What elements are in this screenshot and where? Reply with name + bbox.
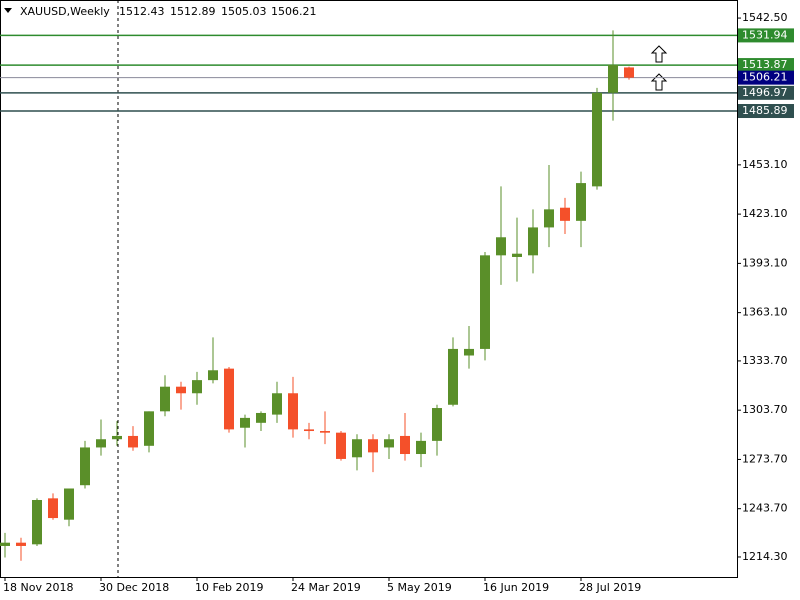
candle-body bbox=[464, 348, 474, 356]
x-tick-label: 30 Dec 2018 bbox=[99, 581, 169, 594]
level-label-bg bbox=[738, 58, 794, 73]
candle-body bbox=[256, 412, 266, 423]
candle-body bbox=[320, 431, 330, 433]
x-tick-label: 16 Jun 2019 bbox=[483, 581, 549, 594]
candle-body bbox=[448, 348, 458, 405]
candle-body bbox=[624, 67, 634, 78]
candle-body bbox=[512, 253, 522, 257]
candle-body bbox=[592, 92, 602, 187]
plot-frame bbox=[0, 0, 738, 578]
candle-body bbox=[160, 386, 170, 412]
candle-body bbox=[384, 439, 394, 448]
x-tick-label: 18 Nov 2018 bbox=[3, 581, 73, 594]
candle-body bbox=[400, 435, 410, 455]
candle-body bbox=[208, 370, 218, 381]
candle-body bbox=[288, 393, 298, 430]
level-label-bg bbox=[738, 85, 794, 100]
ohlc-open: 1512.43 bbox=[119, 5, 165, 18]
x-tick-label: 24 Mar 2019 bbox=[291, 581, 361, 594]
y-tick-label: 1423.10 bbox=[742, 207, 788, 220]
candle-body bbox=[64, 488, 74, 520]
candle-body bbox=[176, 386, 186, 394]
price-label: 1506.21 bbox=[742, 71, 788, 84]
candle-body bbox=[368, 439, 378, 453]
y-tick-label: 1333.70 bbox=[742, 354, 788, 367]
level-label: 1513.87 bbox=[742, 58, 788, 71]
y-tick-label: 1363.10 bbox=[742, 306, 788, 319]
y-tick-label: 1214.30 bbox=[742, 550, 788, 563]
candle-body bbox=[496, 237, 506, 256]
candle-body bbox=[560, 207, 570, 221]
up-arrow bbox=[650, 45, 668, 63]
level-label-bg bbox=[738, 28, 794, 43]
menu-triangle bbox=[4, 8, 12, 13]
candle-body bbox=[96, 439, 106, 448]
symbol-label: XAUUSD,Weekly bbox=[20, 5, 110, 18]
candle-body bbox=[112, 435, 122, 440]
ohlc-close: 1506.21 bbox=[271, 5, 317, 18]
y-tick-label: 1542.50 bbox=[742, 11, 788, 24]
level-label-bg bbox=[738, 104, 794, 119]
candle-body bbox=[16, 542, 26, 546]
candle-body bbox=[0, 542, 10, 546]
candle-body bbox=[352, 439, 362, 458]
level-label: 1496.97 bbox=[742, 86, 788, 99]
candle-body bbox=[336, 432, 346, 459]
candle-body bbox=[240, 417, 250, 428]
candle-body bbox=[48, 498, 58, 519]
ohlc-low: 1505.03 bbox=[221, 5, 267, 18]
level-label: 1531.94 bbox=[742, 28, 788, 41]
candle-body bbox=[576, 183, 586, 221]
candle-body bbox=[272, 393, 282, 415]
candle-body bbox=[32, 499, 42, 545]
candle-body bbox=[432, 408, 442, 441]
x-tick-label: 10 Feb 2019 bbox=[195, 581, 263, 594]
price-label-bg bbox=[738, 70, 794, 85]
y-tick-label: 1243.70 bbox=[742, 502, 788, 515]
candle-body bbox=[192, 380, 202, 394]
y-tick-label: 1303.70 bbox=[742, 403, 788, 416]
candle-body bbox=[528, 227, 538, 256]
candle-body bbox=[144, 411, 154, 446]
x-tick-label: 28 Jul 2019 bbox=[579, 581, 641, 594]
candle-body bbox=[480, 255, 490, 349]
x-tick-label: 5 May 2019 bbox=[387, 581, 452, 594]
candle-body bbox=[128, 435, 138, 448]
candle-body bbox=[80, 447, 90, 486]
level-label: 1485.89 bbox=[742, 104, 788, 117]
candle-body bbox=[304, 429, 314, 432]
candle-body bbox=[544, 209, 554, 228]
y-tick-label: 1393.10 bbox=[742, 256, 788, 269]
candle-body bbox=[608, 64, 618, 93]
y-tick-label: 1453.10 bbox=[742, 158, 788, 171]
ohlc-high: 1512.89 bbox=[170, 5, 216, 18]
candle-body bbox=[416, 440, 426, 455]
y-tick-label: 1273.70 bbox=[742, 452, 788, 465]
candle-body bbox=[224, 368, 234, 430]
